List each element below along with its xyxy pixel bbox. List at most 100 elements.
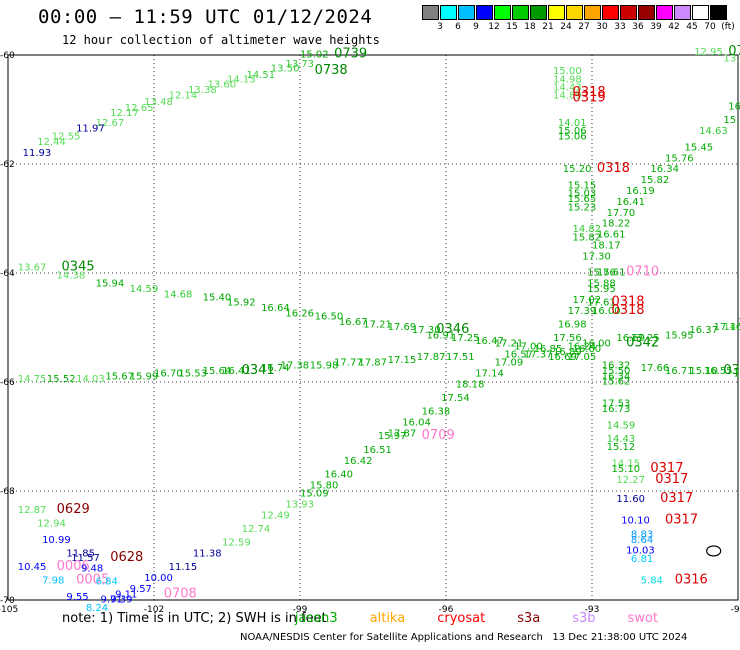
wave-height-label: 15.67 xyxy=(105,371,134,382)
wave-height-label: 16.04 xyxy=(402,418,431,429)
wave-height-label: 17.09 xyxy=(495,358,524,369)
pass-time-label: 0316 xyxy=(675,573,708,588)
legend-label: 9 xyxy=(473,22,479,32)
wave-height-label: 17.87 xyxy=(417,352,446,363)
legend-swatch xyxy=(422,5,439,20)
wave-height-label: 15.62 xyxy=(602,377,631,388)
wave-height-label: 17.77 xyxy=(334,358,363,369)
wave-height-label: 17.61 xyxy=(587,298,616,309)
wave-height-label: 13.67 xyxy=(18,262,47,273)
wave-height-label: 10.99 xyxy=(42,535,71,546)
legend-label: 21 xyxy=(542,22,554,32)
legend-label: 27 xyxy=(578,22,590,32)
wave-height-label: 11.57 xyxy=(71,553,100,564)
wave-height-label: 17.05 xyxy=(568,352,597,363)
mission-label-swot: swot xyxy=(627,611,658,626)
wave-height-label: 14.59 xyxy=(130,284,159,295)
wave-height-label: 10.45 xyxy=(18,562,47,573)
wave-height-label: 12.14 xyxy=(169,91,198,102)
wave-height-label: 11.97 xyxy=(76,123,105,134)
wave-height-label: 14.38 xyxy=(57,270,86,281)
wave-height-label: 15.20 xyxy=(563,164,592,175)
wave-height-label: 17.69 xyxy=(388,322,417,333)
wave-height-label: 16.73 xyxy=(602,404,631,415)
lat-tick-label: -68 xyxy=(0,487,15,497)
wave-height-label: 17.37 xyxy=(524,349,553,360)
wave-height-label: 12.59 xyxy=(222,538,251,549)
legend-label: 70 xyxy=(704,22,716,32)
wave-height-label: 16.85 xyxy=(534,344,563,355)
wave-height-label: 16.55 xyxy=(704,366,733,377)
wave-height-label: 15.82 xyxy=(641,175,670,186)
wave-height-label: 12.74 xyxy=(242,524,271,535)
wave-height-label: 17.02 xyxy=(573,295,602,306)
wave-height-label: 16.51 xyxy=(363,445,392,456)
wave-height-label: 17.15 xyxy=(388,355,417,366)
wave-height-label: 16.71 xyxy=(665,366,694,377)
legend-label: 30 xyxy=(596,22,608,32)
wave-height-label: 17.25 xyxy=(631,333,660,344)
legend-label: 39 xyxy=(650,22,662,32)
legend-label: (ft) xyxy=(721,22,735,32)
pass-time-label: 0317 xyxy=(660,491,693,506)
wave-height-label: 9.39 xyxy=(110,595,132,606)
wave-height-label: 12.55 xyxy=(52,131,81,142)
wave-height-label: 14.51 xyxy=(246,70,275,81)
lat-tick-label: -66 xyxy=(0,378,15,388)
legend-label: 6 xyxy=(455,22,461,32)
pass-time-label: 0318 xyxy=(597,161,630,176)
wave-height-label: 16.41 xyxy=(222,366,251,377)
wave-height-label: 15.09 xyxy=(300,488,329,499)
wave-height-label: 12.49 xyxy=(261,510,290,521)
wave-height-label: 15.10 xyxy=(689,366,718,377)
wave-height-label: 17.70 xyxy=(607,208,636,219)
wave-height-label: 15.97 xyxy=(378,431,407,442)
wave-height-label: 16.42 xyxy=(344,456,373,467)
legend-swatch xyxy=(584,5,601,20)
pass-time-label: 0739 xyxy=(334,47,367,62)
wave-height-label: 18.17 xyxy=(592,240,621,251)
wave-height-label: 15.95 xyxy=(665,330,694,341)
pass-time-label: 0345 xyxy=(62,259,95,274)
wave-height-label: 12.44 xyxy=(37,137,66,148)
wave-height-label: 6.81 xyxy=(631,554,653,565)
pass-time-label: 0317 xyxy=(655,472,688,487)
lon-tick-label: -99 xyxy=(293,605,308,615)
lat-tick-label: -60 xyxy=(0,51,15,61)
wave-height-label: 8.24 xyxy=(86,603,108,614)
legend-swatch xyxy=(566,5,583,20)
wave-height-label: 13.48 xyxy=(144,97,173,108)
legend-swatch xyxy=(710,5,727,20)
legend-swatch xyxy=(638,5,655,20)
wave-height-label: 17.25 xyxy=(451,333,480,344)
wave-height-label: 15.95 xyxy=(587,284,616,295)
legend-label: 24 xyxy=(560,22,572,32)
wave-height-label: 14.15 xyxy=(611,458,640,469)
wave-height-label: 8.83 xyxy=(631,529,653,540)
wave-height-label: 16.50 xyxy=(315,311,344,322)
wave-height-label: 10.10 xyxy=(621,516,650,527)
legend-swatch xyxy=(602,5,619,20)
wave-height-label: 16.91 xyxy=(427,330,456,341)
wave-height-label: 15.06 xyxy=(558,126,587,137)
legend-label: 12 xyxy=(488,22,500,32)
wave-height-label: 14.63 xyxy=(699,126,728,137)
wave-height-label: 14.82 xyxy=(573,224,602,235)
wave-height-label: 14.43 xyxy=(553,82,582,93)
wave-height-label: 16.47 xyxy=(475,336,504,347)
wave-height-label: 16.57 xyxy=(504,349,533,360)
wave-height-label: 15.92 xyxy=(227,298,256,309)
lat-tick-label: -62 xyxy=(0,160,15,170)
wave-height-label: 16.40 xyxy=(324,469,353,480)
footer-credit: NOAA/NESDIS Center for Satellite Applica… xyxy=(240,632,688,643)
wave-height-label: 15.40 xyxy=(203,292,232,303)
wave-height-label: 9.48 xyxy=(81,564,103,575)
wave-height-label: 16.74 xyxy=(261,363,290,374)
legend-swatch xyxy=(440,5,457,20)
wave-height-label: 16.69 xyxy=(548,352,577,363)
wave-height-label: 5.84 xyxy=(641,576,663,587)
lat-tick-label: -70 xyxy=(0,596,15,606)
pass-time-label: 0318 xyxy=(573,85,606,100)
wave-height-label: 16.70 xyxy=(154,369,183,380)
